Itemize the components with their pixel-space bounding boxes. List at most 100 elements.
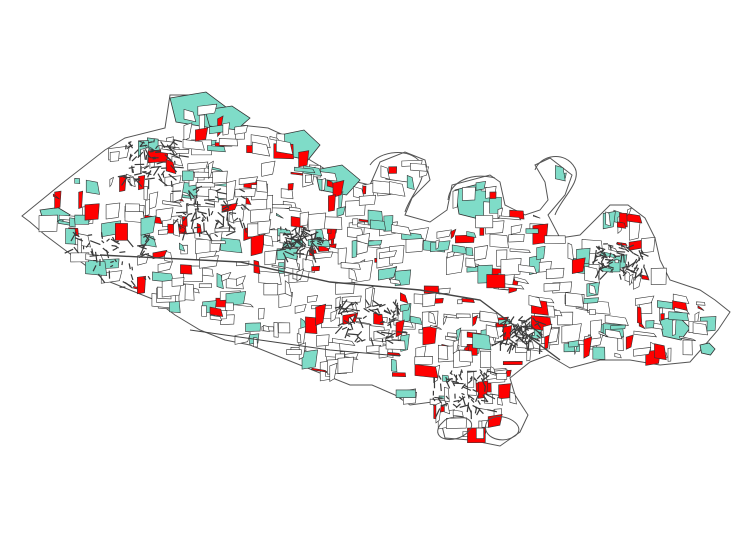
parcel-red (450, 228, 457, 240)
dense-parcel-stroke (289, 240, 292, 245)
dense-parcel-stroke (639, 268, 643, 278)
dense-parcel-stroke (598, 245, 601, 250)
dense-parcel-stroke (386, 307, 392, 315)
dense-parcel-stroke (198, 211, 207, 215)
dense-parcel-stroke (90, 240, 101, 246)
dense-parcel-stroke (620, 242, 623, 248)
dense-parcel-stroke (157, 173, 163, 182)
parcel (410, 162, 428, 172)
dense-parcel-stroke (506, 342, 513, 352)
dense-parcel-stroke (126, 238, 134, 248)
dense-parcel-stroke (238, 188, 245, 193)
dense-parcel-stroke (166, 156, 173, 162)
dense-parcel-stroke (137, 244, 147, 247)
dense-parcel-stroke (130, 274, 134, 281)
dense-parcel-stroke (619, 268, 627, 274)
dense-parcel-stroke (128, 154, 133, 160)
dense-parcel-stroke (181, 230, 186, 241)
parcel (162, 200, 183, 207)
parcel (667, 347, 672, 362)
parcel-teal (555, 165, 566, 182)
dense-parcel-stroke (631, 258, 638, 268)
parcel (212, 170, 228, 184)
parcel-teal (140, 215, 157, 236)
parcel-teal (351, 239, 358, 259)
dense-parcel-stroke (390, 309, 394, 313)
dense-parcel-stroke (476, 409, 481, 416)
dense-parcel-stroke (453, 373, 459, 381)
parcel (443, 315, 448, 326)
dense-parcel-stroke (603, 252, 607, 256)
dense-parcel-stroke (537, 323, 542, 329)
dense-parcel-stroke (463, 384, 469, 388)
dense-parcel-stroke (111, 236, 116, 243)
parcel-red (287, 182, 294, 191)
dense-parcel-stroke (539, 331, 543, 336)
river-meander-3 (447, 175, 496, 201)
parcel (222, 122, 230, 136)
dense-parcel-stroke (479, 371, 484, 377)
parcel-teal (276, 212, 284, 219)
dense-parcel-stroke (631, 270, 637, 275)
dense-parcel-stroke (282, 241, 288, 247)
parcel-red (84, 203, 100, 221)
dense-parcel-stroke (144, 253, 154, 258)
dense-parcel-stroke (225, 230, 236, 237)
dense-parcel-stroke (190, 216, 201, 222)
dense-parcel-stroke (169, 152, 180, 159)
dense-parcel-stroke (295, 235, 305, 239)
dense-parcel-stroke (203, 199, 215, 201)
parcel (565, 292, 584, 308)
parcel (157, 261, 173, 273)
parcel-red (625, 334, 634, 350)
dense-parcel-stroke (591, 259, 599, 264)
parcel (446, 417, 467, 429)
dense-parcel-stroke (222, 200, 230, 209)
parcel (413, 293, 425, 305)
dense-parcel-stroke (210, 210, 214, 216)
dense-parcel-stroke (205, 202, 215, 206)
parcel (476, 427, 484, 439)
parcel (526, 349, 531, 362)
dense-parcel-stroke (227, 222, 236, 231)
dense-parcel-stroke (354, 336, 359, 343)
dense-parcel-stroke (101, 240, 105, 244)
parcel (145, 198, 151, 217)
parcel (312, 251, 334, 260)
parcel (617, 336, 624, 352)
dense-parcel-stroke (501, 324, 505, 333)
dense-parcel-stroke (432, 397, 436, 402)
dense-parcel-stroke (599, 250, 605, 256)
dense-parcel-stroke (477, 399, 481, 405)
dense-parcel-stroke (501, 342, 510, 346)
parcel (456, 313, 471, 319)
parcel-red (328, 194, 336, 212)
parcel (335, 282, 355, 295)
dense-parcel-stroke (363, 307, 370, 313)
parcel-red (250, 233, 266, 257)
dense-parcel-stroke (536, 334, 541, 339)
dense-parcel-stroke (483, 372, 489, 378)
parcel-large-teal (699, 342, 716, 356)
dense-parcel-stroke (633, 252, 639, 257)
dense-parcel-stroke (294, 239, 302, 244)
dense-parcel-stroke (598, 267, 604, 273)
parcel-red (311, 265, 321, 272)
parcel (475, 407, 496, 412)
parcel (284, 280, 293, 297)
dense-parcel-stroke (340, 311, 343, 316)
parcel-teal (220, 237, 243, 254)
dense-parcel-stroke (445, 380, 451, 389)
dense-parcel-stroke (208, 208, 211, 217)
dense-parcel-stroke (472, 389, 477, 393)
dense-parcel-stroke (625, 246, 634, 254)
dense-parcel-stroke (302, 227, 311, 233)
dense-parcel-stroke (229, 211, 237, 215)
dense-parcel-stroke (87, 234, 93, 236)
parcel (650, 267, 667, 285)
dense-parcel-stroke (138, 140, 145, 144)
dense-parcel-stroke (106, 238, 110, 242)
dense-parcel-stroke (386, 339, 394, 345)
dense-parcel-stroke (310, 233, 314, 244)
dense-parcel-stroke (599, 271, 608, 281)
